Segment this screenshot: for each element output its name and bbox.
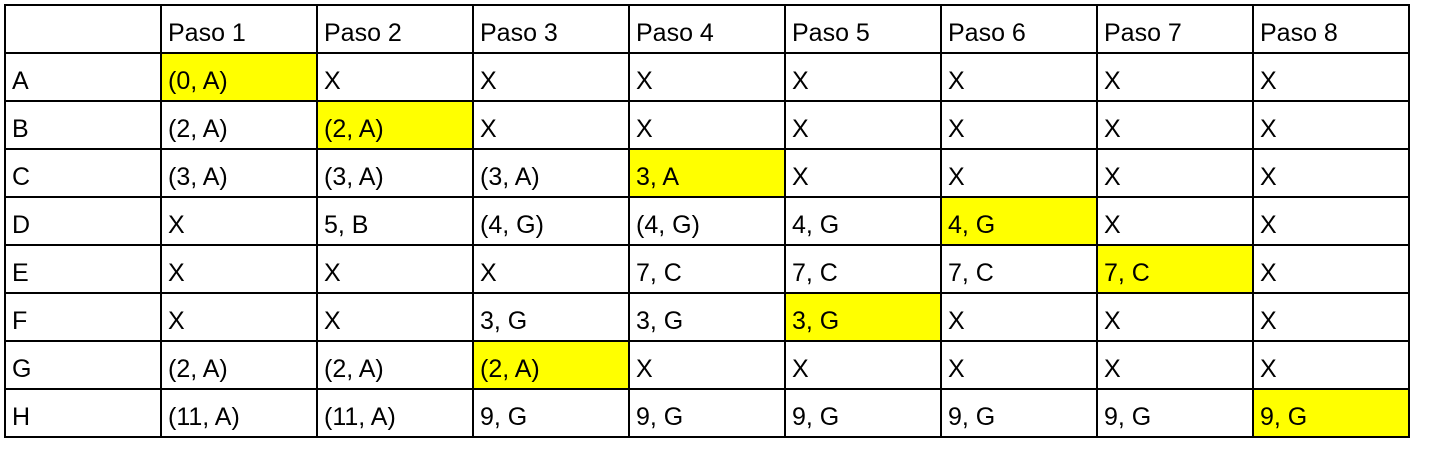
table-cell: (11, A)	[160, 388, 318, 438]
table-cell: 9, G	[628, 388, 786, 438]
table-cell: X	[1096, 292, 1254, 342]
table-cell: (2, A)	[316, 340, 474, 390]
table-cell: X	[316, 244, 474, 294]
header-cell: Paso 4	[628, 4, 786, 54]
table-cell: X	[1252, 340, 1410, 390]
table-cell: X	[784, 148, 942, 198]
row-label: C	[4, 148, 162, 198]
table-cell: X	[784, 340, 942, 390]
highlighted-cell: (2, A)	[472, 340, 630, 390]
highlighted-cell: (0, A)	[160, 52, 318, 102]
table-body: Paso 1 Paso 2 Paso 3 Paso 4 Paso 5 Paso 6 Paso…	[4, 4, 1410, 438]
table-cell: 7, C	[628, 244, 786, 294]
header-cell: Paso 3	[472, 4, 630, 54]
highlighted-cell: (2, A)	[316, 100, 474, 150]
table-cell: X	[784, 52, 942, 102]
table-cell: X	[1252, 292, 1410, 342]
table-cell: X	[940, 100, 1098, 150]
table-cell: (3, A)	[316, 148, 474, 198]
table-cell: X	[784, 100, 942, 150]
table-cell: X	[316, 292, 474, 342]
table-cell: 9, G	[940, 388, 1098, 438]
table-cell: X	[628, 52, 786, 102]
table-cell: X	[1252, 196, 1410, 246]
header-cell: Paso 8	[1252, 4, 1410, 54]
table-cell: (2, A)	[160, 340, 318, 390]
highlighted-cell: 4, G	[940, 196, 1098, 246]
table-cell: X	[940, 340, 1098, 390]
table-cell: (4, G)	[628, 196, 786, 246]
row-label: F	[4, 292, 162, 342]
table-cell: 9, G	[784, 388, 942, 438]
header-cell: Paso 2	[316, 4, 474, 54]
header-cell: Paso 1	[160, 4, 318, 54]
table-cell: X	[940, 148, 1098, 198]
table-row: B (2, A) (2, A) X X X X X X	[4, 100, 1410, 150]
row-label: E	[4, 244, 162, 294]
table-row: G (2, A) (2, A) (2, A) X X X X X	[4, 340, 1410, 390]
table-cell: 7, C	[784, 244, 942, 294]
row-label: B	[4, 100, 162, 150]
highlighted-cell: 9, G	[1252, 388, 1410, 438]
header-cell: Paso 5	[784, 4, 942, 54]
table-cell: X	[316, 52, 474, 102]
row-label: D	[4, 196, 162, 246]
table-cell: 4, G	[784, 196, 942, 246]
table-cell: 9, G	[1096, 388, 1254, 438]
table-row: H (11, A) (11, A) 9, G 9, G 9, G 9, G 9, G 9, G	[4, 388, 1410, 438]
table-cell: X	[160, 196, 318, 246]
table-cell: 9, G	[472, 388, 630, 438]
highlighted-cell: 7, C	[1096, 244, 1254, 294]
corner-cell	[4, 4, 162, 54]
table-cell: (3, A)	[472, 148, 630, 198]
table-row: A (0, A) X X X X X X X	[4, 52, 1410, 102]
table-cell: X	[940, 292, 1098, 342]
table-cell: X	[1096, 100, 1254, 150]
header-cell: Paso 7	[1096, 4, 1254, 54]
table-cell: 3, G	[472, 292, 630, 342]
table-cell: (11, A)	[316, 388, 474, 438]
table-cell: X	[160, 244, 318, 294]
table-cell: X	[472, 52, 630, 102]
table-cell: 5, B	[316, 196, 474, 246]
table-cell: X	[1096, 52, 1254, 102]
table-cell: X	[1252, 100, 1410, 150]
table-cell: X	[940, 52, 1098, 102]
table-cell: X	[160, 292, 318, 342]
table-cell: X	[472, 100, 630, 150]
table-cell: X	[1252, 52, 1410, 102]
table-cell: X	[1096, 340, 1254, 390]
table-cell: (4, G)	[472, 196, 630, 246]
table-cell: 3, G	[628, 292, 786, 342]
row-label: H	[4, 388, 162, 438]
highlighted-cell: 3, G	[784, 292, 942, 342]
table-cell: (3, A)	[160, 148, 318, 198]
table-cell: X	[1252, 148, 1410, 198]
header-cell: Paso 6	[940, 4, 1098, 54]
row-label: A	[4, 52, 162, 102]
table-cell: X	[628, 340, 786, 390]
header-row: Paso 1 Paso 2 Paso 3 Paso 4 Paso 5 Paso 6 Paso…	[4, 4, 1410, 54]
table-cell: X	[1252, 244, 1410, 294]
steps-table: Paso 1 Paso 2 Paso 3 Paso 4 Paso 5 Paso 6 Paso…	[4, 4, 1410, 438]
table-cell: 7, C	[940, 244, 1098, 294]
table-cell: X	[1096, 148, 1254, 198]
table-cell: (2, A)	[160, 100, 318, 150]
highlighted-cell: 3, A	[628, 148, 786, 198]
table-cell: X	[472, 244, 630, 294]
row-label: G	[4, 340, 162, 390]
table-cell: X	[1096, 196, 1254, 246]
table-cell: X	[628, 100, 786, 150]
